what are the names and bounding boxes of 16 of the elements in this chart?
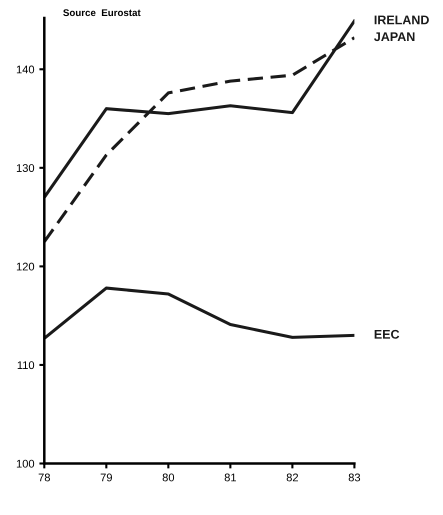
x-tick-label: 78 — [38, 474, 50, 482]
x-tick-label: 83 — [348, 474, 360, 482]
x-tick-label: 81 — [224, 474, 236, 482]
y-tick-label: 110 — [18, 361, 34, 370]
y-tick-label: 130 — [16, 164, 34, 172]
line-series — [44, 286, 354, 340]
x-tick-label: 80 — [162, 474, 174, 482]
series-label: EEC — [374, 330, 400, 339]
series-label: JAPAN — [374, 32, 414, 42]
y-tick-label: 140 — [16, 66, 34, 74]
x-tick-label: 82 — [286, 474, 298, 482]
x-tick-label: 79 — [100, 474, 112, 482]
series-label: IRELAND — [374, 16, 429, 24]
y-tick-label: 120 — [16, 262, 34, 271]
source-note: Source Eurostat — [63, 9, 141, 16]
y-tick-label: 100 — [16, 460, 34, 468]
